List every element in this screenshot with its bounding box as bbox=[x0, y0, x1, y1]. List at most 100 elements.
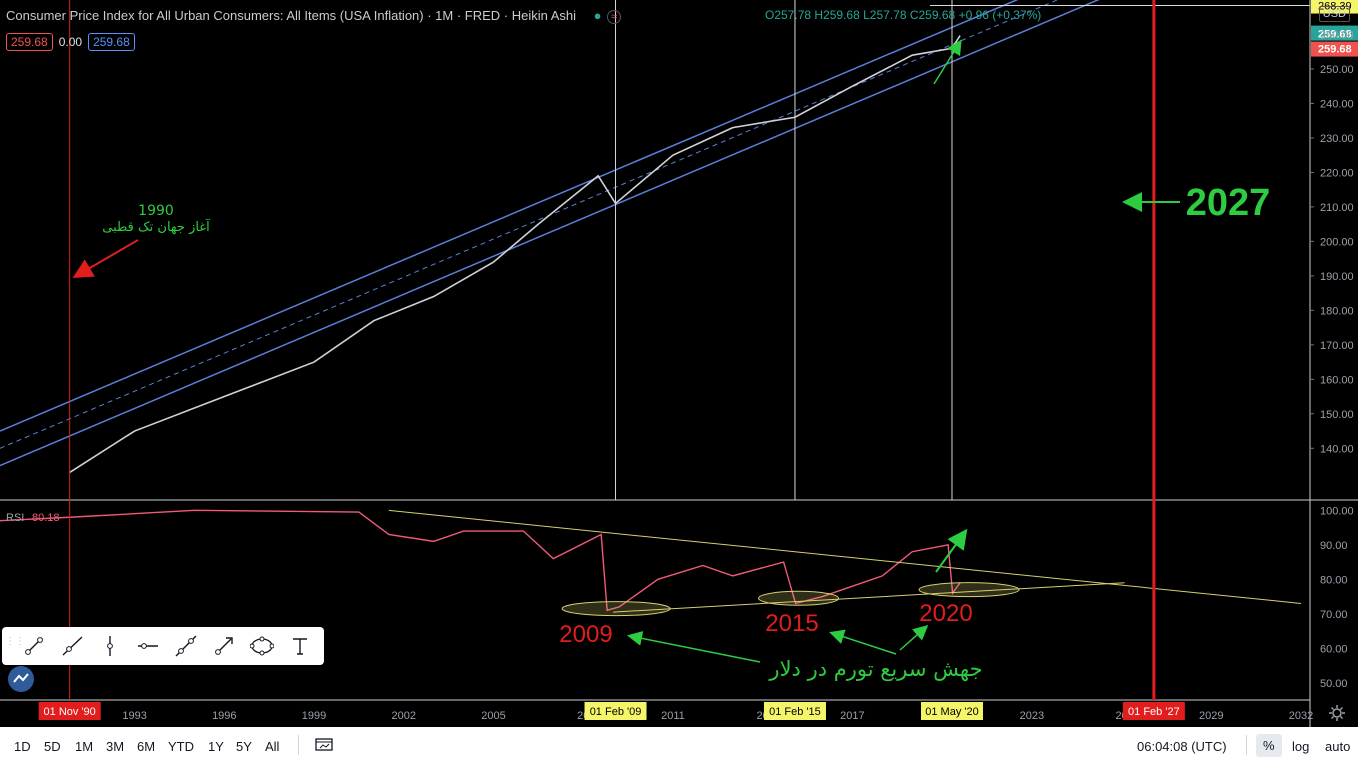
timeframe-all[interactable]: All bbox=[265, 739, 280, 754]
low-value: L257.78 bbox=[863, 8, 907, 22]
trade-chips: 259.68 0.00 259.68 bbox=[6, 33, 135, 51]
data-source-icon[interactable]: ≈ bbox=[607, 10, 622, 24]
price-tick-label: 140.00 bbox=[1320, 443, 1354, 455]
price-tick-label: 190.00 bbox=[1320, 271, 1354, 283]
ohlc-readout: O257.78 H259.68 L257.78 C259.68 +0.96 (+… bbox=[765, 8, 1041, 22]
annotation-2009: 2009 bbox=[559, 621, 612, 648]
ray-icon[interactable] bbox=[53, 627, 91, 665]
annotation-arrow[interactable] bbox=[899, 625, 929, 651]
timeframe-1d[interactable]: 1D bbox=[14, 739, 31, 754]
price-tick-label: 180.00 bbox=[1320, 305, 1354, 317]
marker-date-label: 01 Feb '27 bbox=[1128, 706, 1180, 718]
buy-chip[interactable]: 259.68 bbox=[88, 33, 135, 51]
annotation-arrow[interactable] bbox=[72, 239, 139, 279]
time-tick-label: 2011 bbox=[661, 710, 685, 722]
horizontal-line-icon[interactable] bbox=[129, 627, 167, 665]
time-tick-label: 2005 bbox=[481, 710, 505, 722]
timeframe-3m[interactable]: 3M bbox=[106, 739, 125, 754]
open-value: O257.78 bbox=[765, 8, 812, 22]
channel-upper-line[interactable] bbox=[0, 0, 1301, 432]
annotation-2027: 2027 bbox=[1186, 182, 1271, 224]
rsi-value-label: 80.18 bbox=[32, 512, 60, 524]
timeframe-6m[interactable]: 6M bbox=[137, 739, 156, 754]
rsi-lower-trendline[interactable] bbox=[613, 582, 1125, 613]
timeframe-1y[interactable]: 1Y bbox=[208, 739, 224, 754]
rsi-tick-label: 50.00 bbox=[1320, 678, 1348, 690]
time-tick-label: 1999 bbox=[302, 710, 326, 722]
time-tick-label: 1996 bbox=[212, 710, 236, 722]
divider bbox=[1246, 735, 1247, 755]
rsi-low-ellipse[interactable] bbox=[758, 590, 840, 606]
price-tick-label: 210.00 bbox=[1320, 202, 1354, 214]
arrow-icon[interactable] bbox=[205, 627, 243, 665]
rsi-name-label: RSI bbox=[6, 512, 24, 524]
chart-title: Consumer Price Index for All Urban Consu… bbox=[6, 8, 622, 24]
rsi-tick-label: 70.00 bbox=[1320, 609, 1348, 621]
last-close-label-bg bbox=[1311, 25, 1358, 41]
change-value: +0.96 (+0.37%) bbox=[958, 8, 1042, 22]
annotation-arrow[interactable] bbox=[829, 629, 897, 655]
price-tick-label: 200.00 bbox=[1320, 236, 1354, 248]
time-tick-label: 2002 bbox=[392, 710, 416, 722]
marker-date-label: 01 May '20 bbox=[925, 706, 978, 718]
rsi-low-ellipse[interactable] bbox=[918, 582, 1020, 598]
drag-handle[interactable]: ⋮⋮ bbox=[5, 636, 25, 647]
ellipse-icon[interactable] bbox=[243, 627, 281, 665]
rsi-tick-label: 90.00 bbox=[1320, 540, 1348, 552]
marker-label-bg bbox=[38, 702, 101, 720]
annotation-inflation-jump: جهش سریع تورم در دلار bbox=[768, 657, 982, 681]
marker-label-bg bbox=[1122, 702, 1185, 720]
channel-median-line[interactable] bbox=[0, 0, 1301, 449]
rsi-tick-label: 60.00 bbox=[1320, 643, 1348, 655]
marker-date-label: 01 Nov '90 bbox=[44, 706, 96, 718]
timeframe-5y[interactable]: 5Y bbox=[236, 739, 252, 754]
rsi-series: RSI 80.18 bbox=[0, 509, 1302, 617]
annotation-arrow[interactable] bbox=[933, 39, 962, 85]
annotation-2020: 2020 bbox=[919, 600, 972, 627]
gear-icon[interactable] bbox=[1329, 705, 1345, 726]
price-tick-label: 260.00 bbox=[1320, 29, 1354, 41]
compare-icon[interactable] bbox=[314, 736, 334, 755]
extended-line-icon[interactable] bbox=[167, 627, 205, 665]
annotation-arrow[interactable] bbox=[935, 528, 968, 573]
timeframe-ytd[interactable]: YTD bbox=[168, 739, 194, 754]
rsi-low-ellipse[interactable] bbox=[561, 601, 671, 617]
close-value: C259.68 bbox=[909, 8, 956, 22]
rsi-tick-label: 80.00 bbox=[1320, 574, 1348, 586]
market-status-icon: ● bbox=[593, 8, 602, 23]
log-toggle[interactable]: log bbox=[1292, 739, 1310, 754]
bottom-toolbar: 1D 5D 1M 3M 6M YTD 1Y 5Y All 06:04:08 (U… bbox=[0, 727, 1358, 761]
time-tick-label: 1993 bbox=[122, 710, 146, 722]
vertical-line-icon[interactable] bbox=[91, 627, 129, 665]
spread-value: 0.00 bbox=[58, 35, 83, 49]
marker-label-bg bbox=[763, 702, 826, 720]
rsi-line bbox=[0, 509, 961, 612]
marker-label-bg bbox=[584, 702, 647, 720]
text-icon[interactable] bbox=[281, 627, 319, 665]
annotation-arrow[interactable] bbox=[627, 630, 761, 663]
price-tick-label: 150.00 bbox=[1320, 409, 1354, 421]
marker-date-label: 01 Feb '09 bbox=[590, 706, 642, 718]
timeframe-1m[interactable]: 1M bbox=[75, 739, 94, 754]
rsi-upper-trendline[interactable] bbox=[388, 509, 1302, 604]
auto-toggle[interactable]: auto bbox=[1325, 739, 1351, 754]
price-tick-label: 230.00 bbox=[1320, 133, 1354, 145]
currency-label[interactable]: USD bbox=[1318, 6, 1350, 22]
price-line bbox=[69, 35, 961, 474]
rsi-tick-label: 100.00 bbox=[1320, 505, 1354, 517]
time-tick-label: 2029 bbox=[1199, 710, 1223, 722]
marker-date-label: 01 Feb '15 bbox=[769, 706, 821, 718]
annotation-1990: 1990 bbox=[138, 203, 174, 219]
sell-chip[interactable]: 259.68 bbox=[6, 33, 53, 51]
trend-line-icon[interactable] bbox=[15, 627, 53, 665]
last-price-label: 259.68 bbox=[1318, 44, 1352, 56]
last-close-label: 259.68 bbox=[1318, 29, 1352, 41]
percent-toggle[interactable]: % bbox=[1256, 734, 1282, 757]
marker-label-bg bbox=[920, 702, 983, 720]
timeframe-5d[interactable]: 5D bbox=[44, 739, 61, 754]
clock[interactable]: 06:04:08 (UTC) bbox=[1137, 739, 1227, 754]
tradingview-logo[interactable] bbox=[8, 666, 34, 692]
price-tick-label: 250.00 bbox=[1320, 64, 1354, 76]
